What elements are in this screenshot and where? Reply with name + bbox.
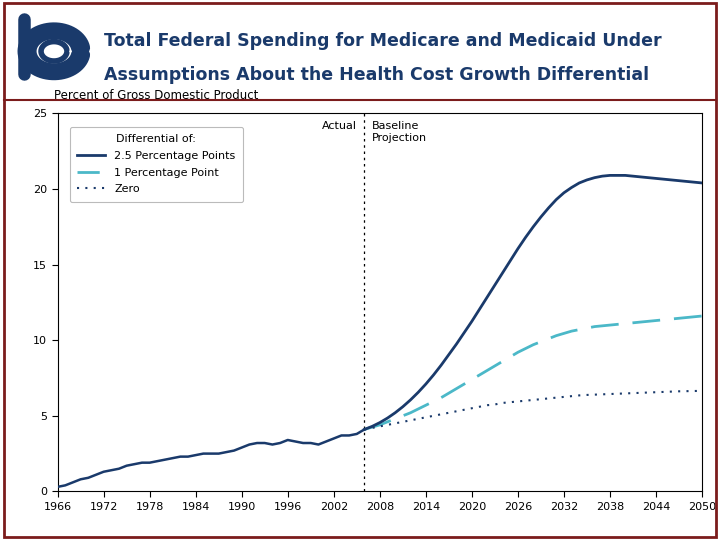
Text: Actual: Actual — [322, 121, 357, 131]
Text: Assumptions About the Health Cost Growth Differential: Assumptions About the Health Cost Growth… — [104, 65, 649, 84]
Legend: 2.5 Percentage Points, 1 Percentage Point, Zero: 2.5 Percentage Points, 1 Percentage Poin… — [70, 126, 243, 202]
Text: Baseline
Projection: Baseline Projection — [372, 121, 427, 143]
Text: Total Federal Spending for Medicare and Medicaid Under: Total Federal Spending for Medicare and … — [104, 31, 662, 50]
Text: Percent of Gross Domestic Product: Percent of Gross Domestic Product — [55, 89, 258, 102]
